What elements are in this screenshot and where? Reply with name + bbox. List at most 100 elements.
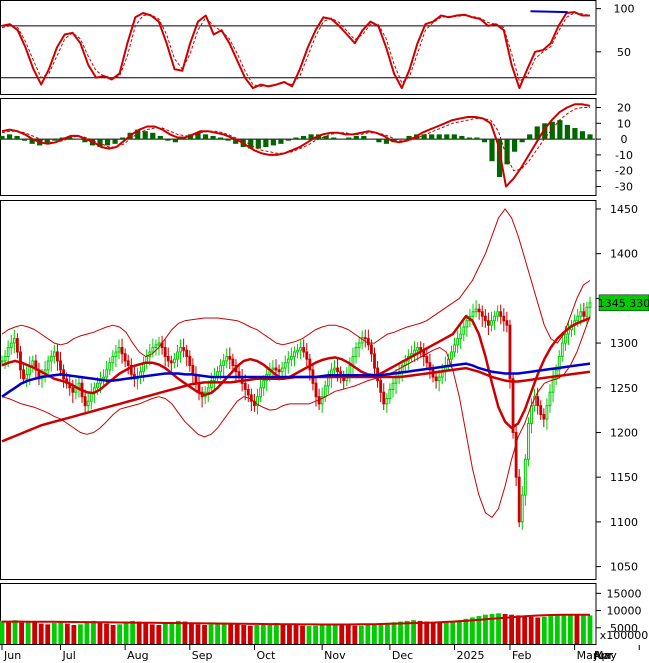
price-candle-body-161 [496,311,500,317]
x-tick-label-4: Oct [256,649,276,662]
macd-histogram-bar-70 [527,134,533,140]
price-candle-body-1 [3,355,7,362]
volume-bar-86 [561,614,567,644]
volume-bar-1 [6,621,11,644]
volume-bar-83 [541,616,547,644]
stochastic-trend-segment [530,10,568,14]
price-candle-body-67 [206,387,210,393]
volume-bar-49 [319,625,325,644]
volume-moving-average [2,613,590,626]
macd-histogram-bar-78 [587,134,593,140]
macd-histogram-bar-31 [233,139,239,144]
macd-line-1 [1,107,590,172]
price-candle-body-116 [357,342,361,349]
volume-bar-17 [110,625,116,644]
macd-histogram-bar-28 [210,135,216,140]
macd-histogram-bar-27 [202,134,209,140]
macd-y-tick-label-0: 20 [617,101,631,114]
volume-bar-5 [32,621,38,644]
volume-bar-26 [169,622,175,644]
volume-bar-37 [241,625,247,644]
macd-histogram-bar-53 [398,139,405,140]
price-candle-body-94 [289,355,293,360]
volume-bar-27 [175,620,181,644]
x-tick-label-10: Apr [594,649,614,662]
price-candle-body-147 [453,344,456,353]
price-candle-body-95 [293,351,296,357]
price-candle-body-41 [126,360,130,366]
volume-bar-6 [38,623,44,644]
price-candle-body-160 [493,315,496,322]
macd-histogram-bar-60 [451,134,457,140]
price-candle-body-135 [416,347,420,351]
volume-bar-82 [535,617,541,644]
price-candle-body-37 [114,351,118,357]
x-tick-label-1: Jul [61,649,75,662]
price-candle-body-118 [363,337,367,340]
price-candle-body-154 [474,308,478,313]
price-candle-body-120 [370,344,373,355]
volume-bar-20 [130,620,136,644]
price-candle-body-138 [425,355,429,364]
price-candle-body-109 [336,367,339,373]
price-candle-body-169 [520,494,524,523]
volume-bar-10 [64,623,70,644]
price-candle-body-54 [166,355,170,362]
price-candle-body-187 [576,315,580,322]
price-candle-body-172 [530,405,533,425]
macd-histogram-bar-71 [534,126,540,140]
price-candle-body-0 [0,360,4,363]
price-bollinger-upper [1,208,591,357]
volume-bar-40 [260,624,266,644]
price-candle-body-150 [462,326,466,335]
macd-histogram-bar-59 [444,134,450,140]
macd-histogram-bar-74 [557,120,563,140]
macd-histogram-bar-58 [436,134,442,140]
volume-bar-67 [437,622,443,644]
macd-histogram-bar-30 [225,139,231,141]
price-candle-body-40 [123,353,127,362]
macd-histogram-bar-23 [172,139,178,143]
price-candle-body-156 [480,311,484,317]
price-candle-body-8 [25,373,29,380]
price-candle-body-105 [323,385,327,398]
price-candle-body-162 [499,311,503,317]
price-candle-body-88 [271,367,275,371]
macd-histogram-bar-68 [512,139,518,152]
volume-bar-79 [515,615,521,644]
macd-histogram-bar-2 [14,135,20,140]
volume-bar-54 [352,625,358,644]
price-candle-body-113 [348,364,352,375]
x-tick-label-12: Jun [593,649,611,662]
x-tick-label-9: Mar [577,649,598,662]
price-candle-body-15 [46,360,50,371]
price-candle-body-148 [456,338,460,346]
volume-bar-15 [97,622,103,644]
volume-bar-50 [326,624,332,644]
price-candle-body-18 [55,351,59,362]
price-candle-body-50 [154,344,158,349]
price-frame [0,200,597,580]
volume-bar-43 [280,623,286,644]
price-candle-body-102 [314,382,318,398]
volume-bar-55 [358,625,364,644]
price-candle-body-53 [163,347,167,357]
macd-histogram-bar-77 [579,131,586,140]
price-candle-body-39 [120,347,124,355]
price-candle-body-157 [483,315,487,322]
price-candle-body-108 [333,367,336,371]
macd-histogram-bar-51 [383,139,390,144]
volume-bar-4 [25,620,31,644]
price-y-tick-label-6: 1150 [610,471,638,484]
macd-histogram-bar-16 [120,137,126,140]
macd-histogram-bar-15 [112,139,118,144]
macd-histogram-bar-61 [459,135,465,140]
volume-bar-47 [306,626,312,644]
macd-histogram-bar-39 [293,137,299,140]
volume-bar-74 [483,614,488,644]
price-y-tick-label-4: 1250 [610,382,638,395]
price-candle-body-73 [225,355,229,362]
price-candle-body-178 [548,391,552,407]
